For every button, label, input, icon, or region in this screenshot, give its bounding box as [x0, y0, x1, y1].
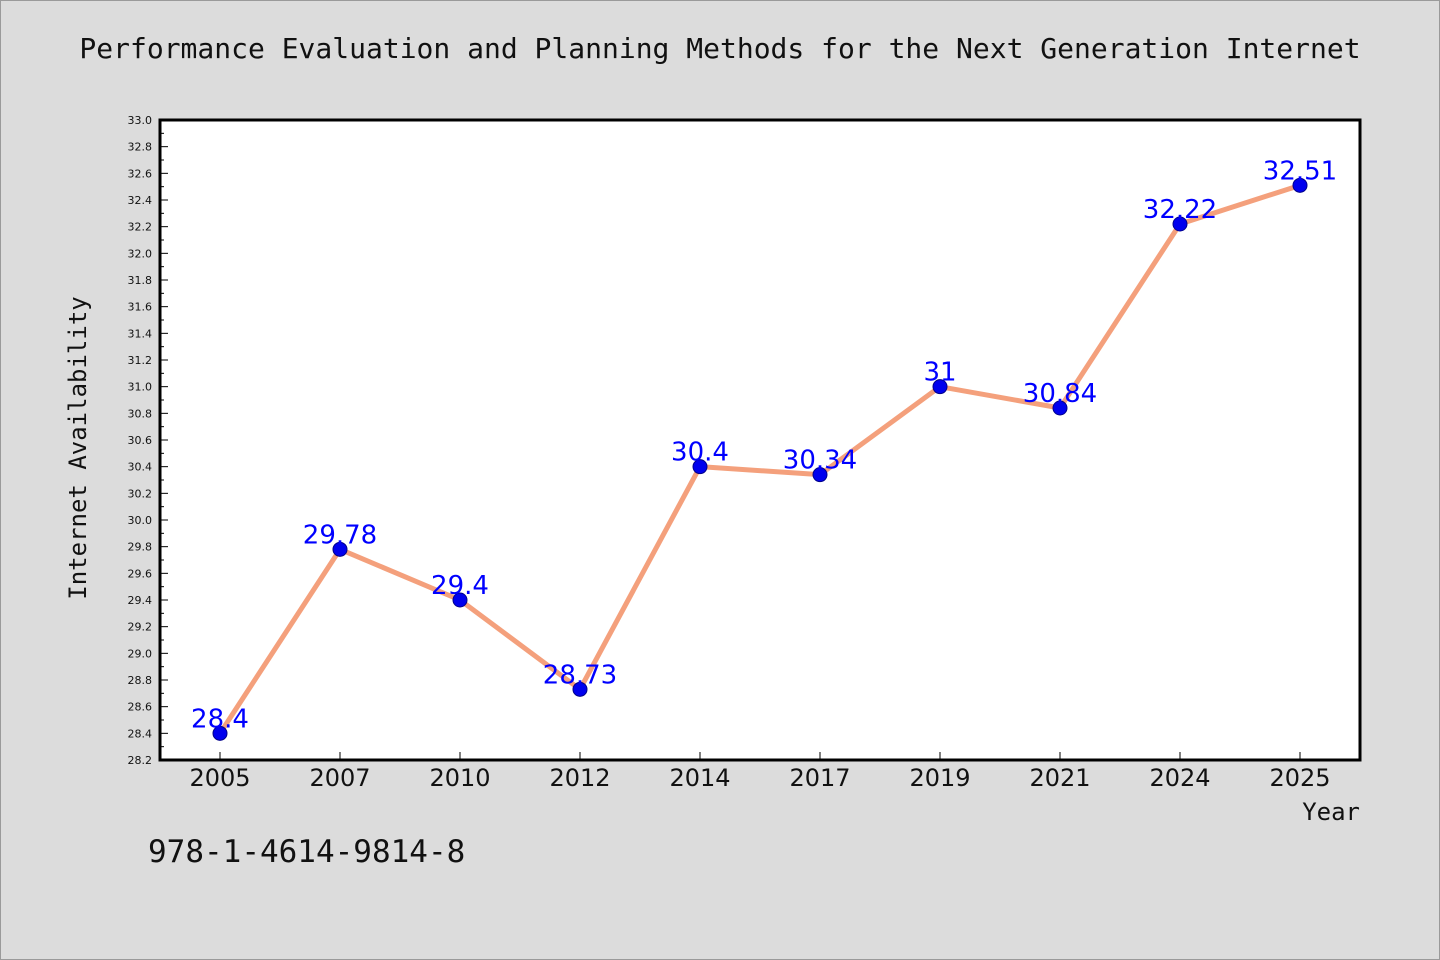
y-axis-label: Internet Availability: [64, 296, 92, 599]
x-axis-label: Year: [1302, 798, 1360, 826]
y-tick-label: 28.8: [128, 674, 153, 687]
x-tick-label: 2010: [429, 764, 490, 792]
y-tick-label: 31.8: [128, 274, 153, 287]
data-label: 29.4: [431, 571, 489, 601]
y-tick-label: 30.8: [128, 407, 153, 420]
data-point: [812, 467, 828, 483]
x-tick-label: 2021: [1029, 764, 1090, 792]
data-point: [932, 379, 948, 395]
chart-title: Performance Evaluation and Planning Meth…: [79, 32, 1361, 65]
x-tick-label: 2019: [909, 764, 970, 792]
plot-area: [160, 120, 1360, 760]
x-tick-label: 2007: [309, 764, 370, 792]
y-tick-label: 29.2: [128, 621, 153, 634]
y-tick-label: 32.4: [128, 194, 153, 207]
y-tick-label: 30.4: [128, 461, 153, 474]
data-label: 30.34: [783, 446, 857, 476]
y-tick-label: 32.2: [128, 221, 153, 234]
y-axis-ticks: 28.2 28.4 28.6 28.8 29.0 29.2 29.4 29.6 29.8 30.0…: [128, 114, 168, 767]
data-label: 30.4: [671, 438, 729, 468]
data-label: 29.78: [303, 520, 377, 550]
data-point: [1052, 400, 1068, 416]
data-point: [1172, 216, 1188, 232]
data-labels: 28.4 29.78 29.4 28.73 30.4 30.34 31 30.84 32.22 3…: [191, 156, 1337, 734]
y-tick-label: 31.4: [128, 327, 153, 340]
data-label: 31: [923, 358, 956, 388]
data-label: 32.51: [1263, 156, 1337, 186]
x-tick-label: 2014: [669, 764, 730, 792]
y-tick-label: 29.8: [128, 541, 153, 554]
y-tick-label: 31.6: [128, 301, 153, 314]
y-tick-label: 29.6: [128, 567, 153, 580]
x-tick-label: 2024: [1149, 764, 1210, 792]
y-tick-label: 30.6: [128, 434, 153, 447]
x-tick-label: 2012: [549, 764, 610, 792]
data-point: [452, 592, 468, 608]
plot-border: [158, 118, 1362, 762]
y-tick-label: 33.0: [128, 114, 153, 127]
data-point: [1292, 177, 1308, 193]
y-tick-label: 28.6: [128, 701, 153, 714]
y-tick-label: 32.6: [128, 167, 153, 180]
data-label: 32.22: [1143, 195, 1217, 225]
y-tick-label: 30.2: [128, 487, 153, 500]
data-markers: [212, 177, 1308, 741]
y-tick-label: 32.0: [128, 247, 153, 260]
y-tick-label: 28.4: [128, 727, 153, 740]
data-point: [572, 681, 588, 697]
series-line: [217, 182, 1303, 736]
x-tick-label: 2025: [1269, 764, 1330, 792]
x-tick-label: 2005: [189, 764, 250, 792]
data-point: [332, 541, 348, 557]
y-tick-label: 30.0: [128, 514, 153, 527]
data-point: [692, 459, 708, 475]
y-tick-label: 31.2: [128, 354, 153, 367]
y-tick-label: 29.4: [128, 594, 153, 607]
y-tick-label: 31.0: [128, 381, 153, 394]
y-tick-label: 32.8: [128, 141, 153, 154]
y-tick-label: 29.0: [128, 647, 153, 660]
data-label: 28.4: [191, 704, 249, 734]
data-label: 30.84: [1023, 379, 1097, 409]
x-axis-ticks: 2005 2007 2010 2012 2014 2017 2019 2021 2024 2025: [189, 752, 1331, 792]
data-label: 28.73: [543, 660, 617, 690]
y-tick-label: 28.2: [128, 754, 153, 767]
x-tick-label: 2017: [789, 764, 850, 792]
data-point: [212, 725, 228, 741]
isbn-text: 978-1-4614-9814-8: [148, 834, 466, 870]
